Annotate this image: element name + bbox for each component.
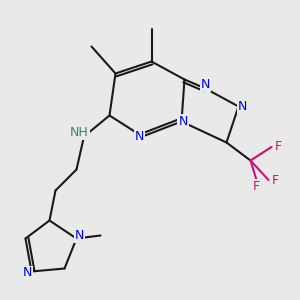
Text: N: N (237, 100, 247, 113)
Text: F: F (272, 173, 279, 187)
Text: NH: NH (70, 126, 89, 140)
Text: N: N (75, 229, 84, 242)
Text: F: F (274, 140, 282, 154)
Text: N: N (201, 78, 210, 92)
Text: N: N (23, 266, 33, 280)
Text: N: N (135, 130, 144, 143)
Text: F: F (253, 180, 260, 193)
Text: N: N (178, 115, 188, 128)
